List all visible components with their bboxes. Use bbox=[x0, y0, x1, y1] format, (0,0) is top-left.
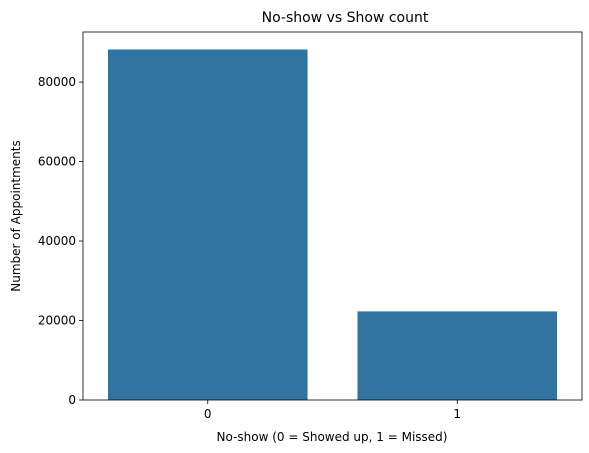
y-tick-label: 80000 bbox=[38, 75, 76, 89]
bars-layer bbox=[107, 49, 558, 400]
chart-title: No-show vs Show count bbox=[262, 10, 429, 26]
plot-frame bbox=[82, 31, 583, 401]
y-tick-label: 0 bbox=[68, 393, 76, 407]
y-axis-title: Number of Appointments bbox=[9, 140, 23, 291]
x-tick-label: 1 bbox=[453, 407, 461, 421]
x-tick-label: 0 bbox=[204, 407, 212, 421]
bar-0 bbox=[107, 49, 308, 400]
y-tick-label: 20000 bbox=[38, 314, 76, 328]
x-axis-title: No-show (0 = Showed up, 1 = Missed) bbox=[217, 430, 448, 444]
y-tick-label: 40000 bbox=[38, 234, 76, 248]
bar-1 bbox=[357, 311, 558, 400]
y-axis-ticks: 0 20000 40000 60000 80000 bbox=[38, 75, 83, 407]
y-tick-label: 60000 bbox=[38, 155, 76, 169]
